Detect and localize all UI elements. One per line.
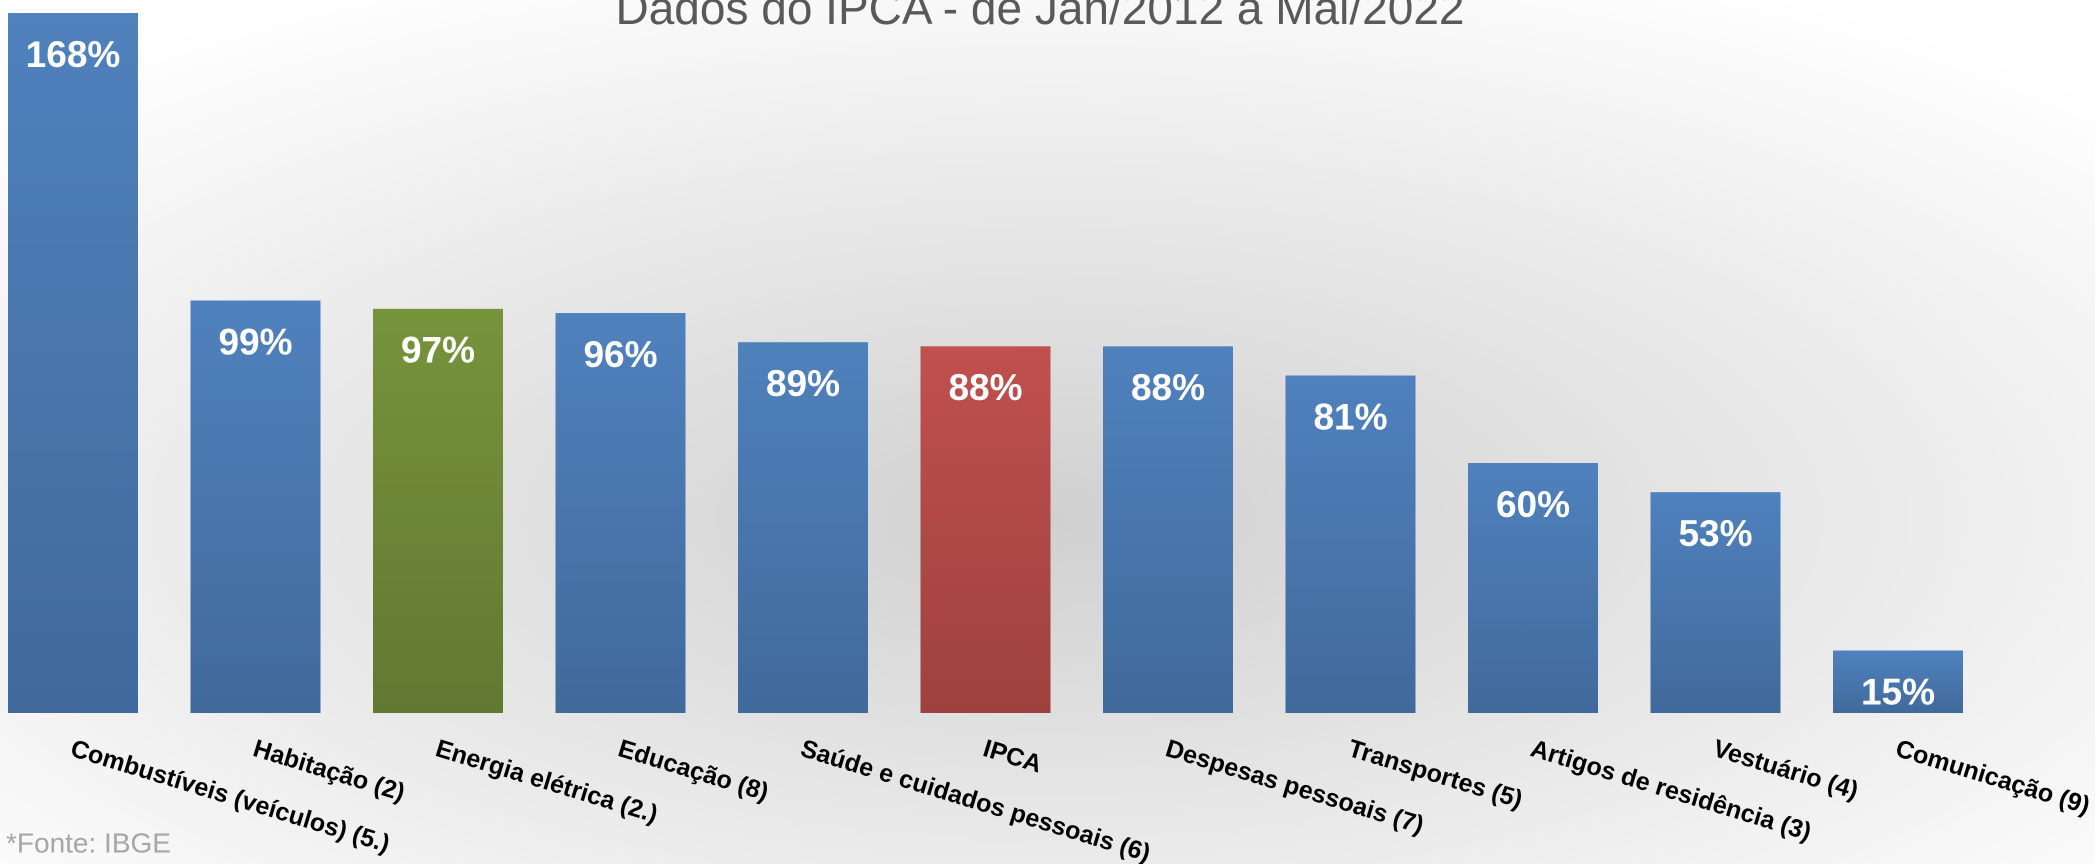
source-note: *Fonte: IBGE xyxy=(6,827,171,858)
value-label: 89% xyxy=(766,363,840,404)
value-label: 60% xyxy=(1496,484,1570,525)
bar-shade xyxy=(920,346,1051,713)
bar-shade xyxy=(1468,463,1598,713)
value-label: 88% xyxy=(948,367,1022,408)
bar-shade xyxy=(190,300,321,713)
bar-shade xyxy=(1103,346,1233,713)
bar-shade xyxy=(555,313,686,713)
bar-shade xyxy=(8,13,138,713)
chart-title: Dados do IPCA - de Jan/2012 à Mai/2022 xyxy=(615,0,1464,34)
bar-shade xyxy=(1650,492,1781,713)
value-label: 88% xyxy=(1131,367,1205,408)
value-label: 99% xyxy=(218,321,292,362)
value-label: 15% xyxy=(1861,671,1935,712)
value-label: 168% xyxy=(26,34,121,75)
value-label: 97% xyxy=(401,330,475,371)
bar-shade xyxy=(738,342,868,713)
value-label: 81% xyxy=(1313,396,1387,437)
value-label: 53% xyxy=(1678,513,1752,554)
value-label: 96% xyxy=(583,334,657,375)
bar-shade xyxy=(373,308,503,713)
bar-shade xyxy=(1833,650,1963,713)
bar-shade xyxy=(1285,375,1416,713)
